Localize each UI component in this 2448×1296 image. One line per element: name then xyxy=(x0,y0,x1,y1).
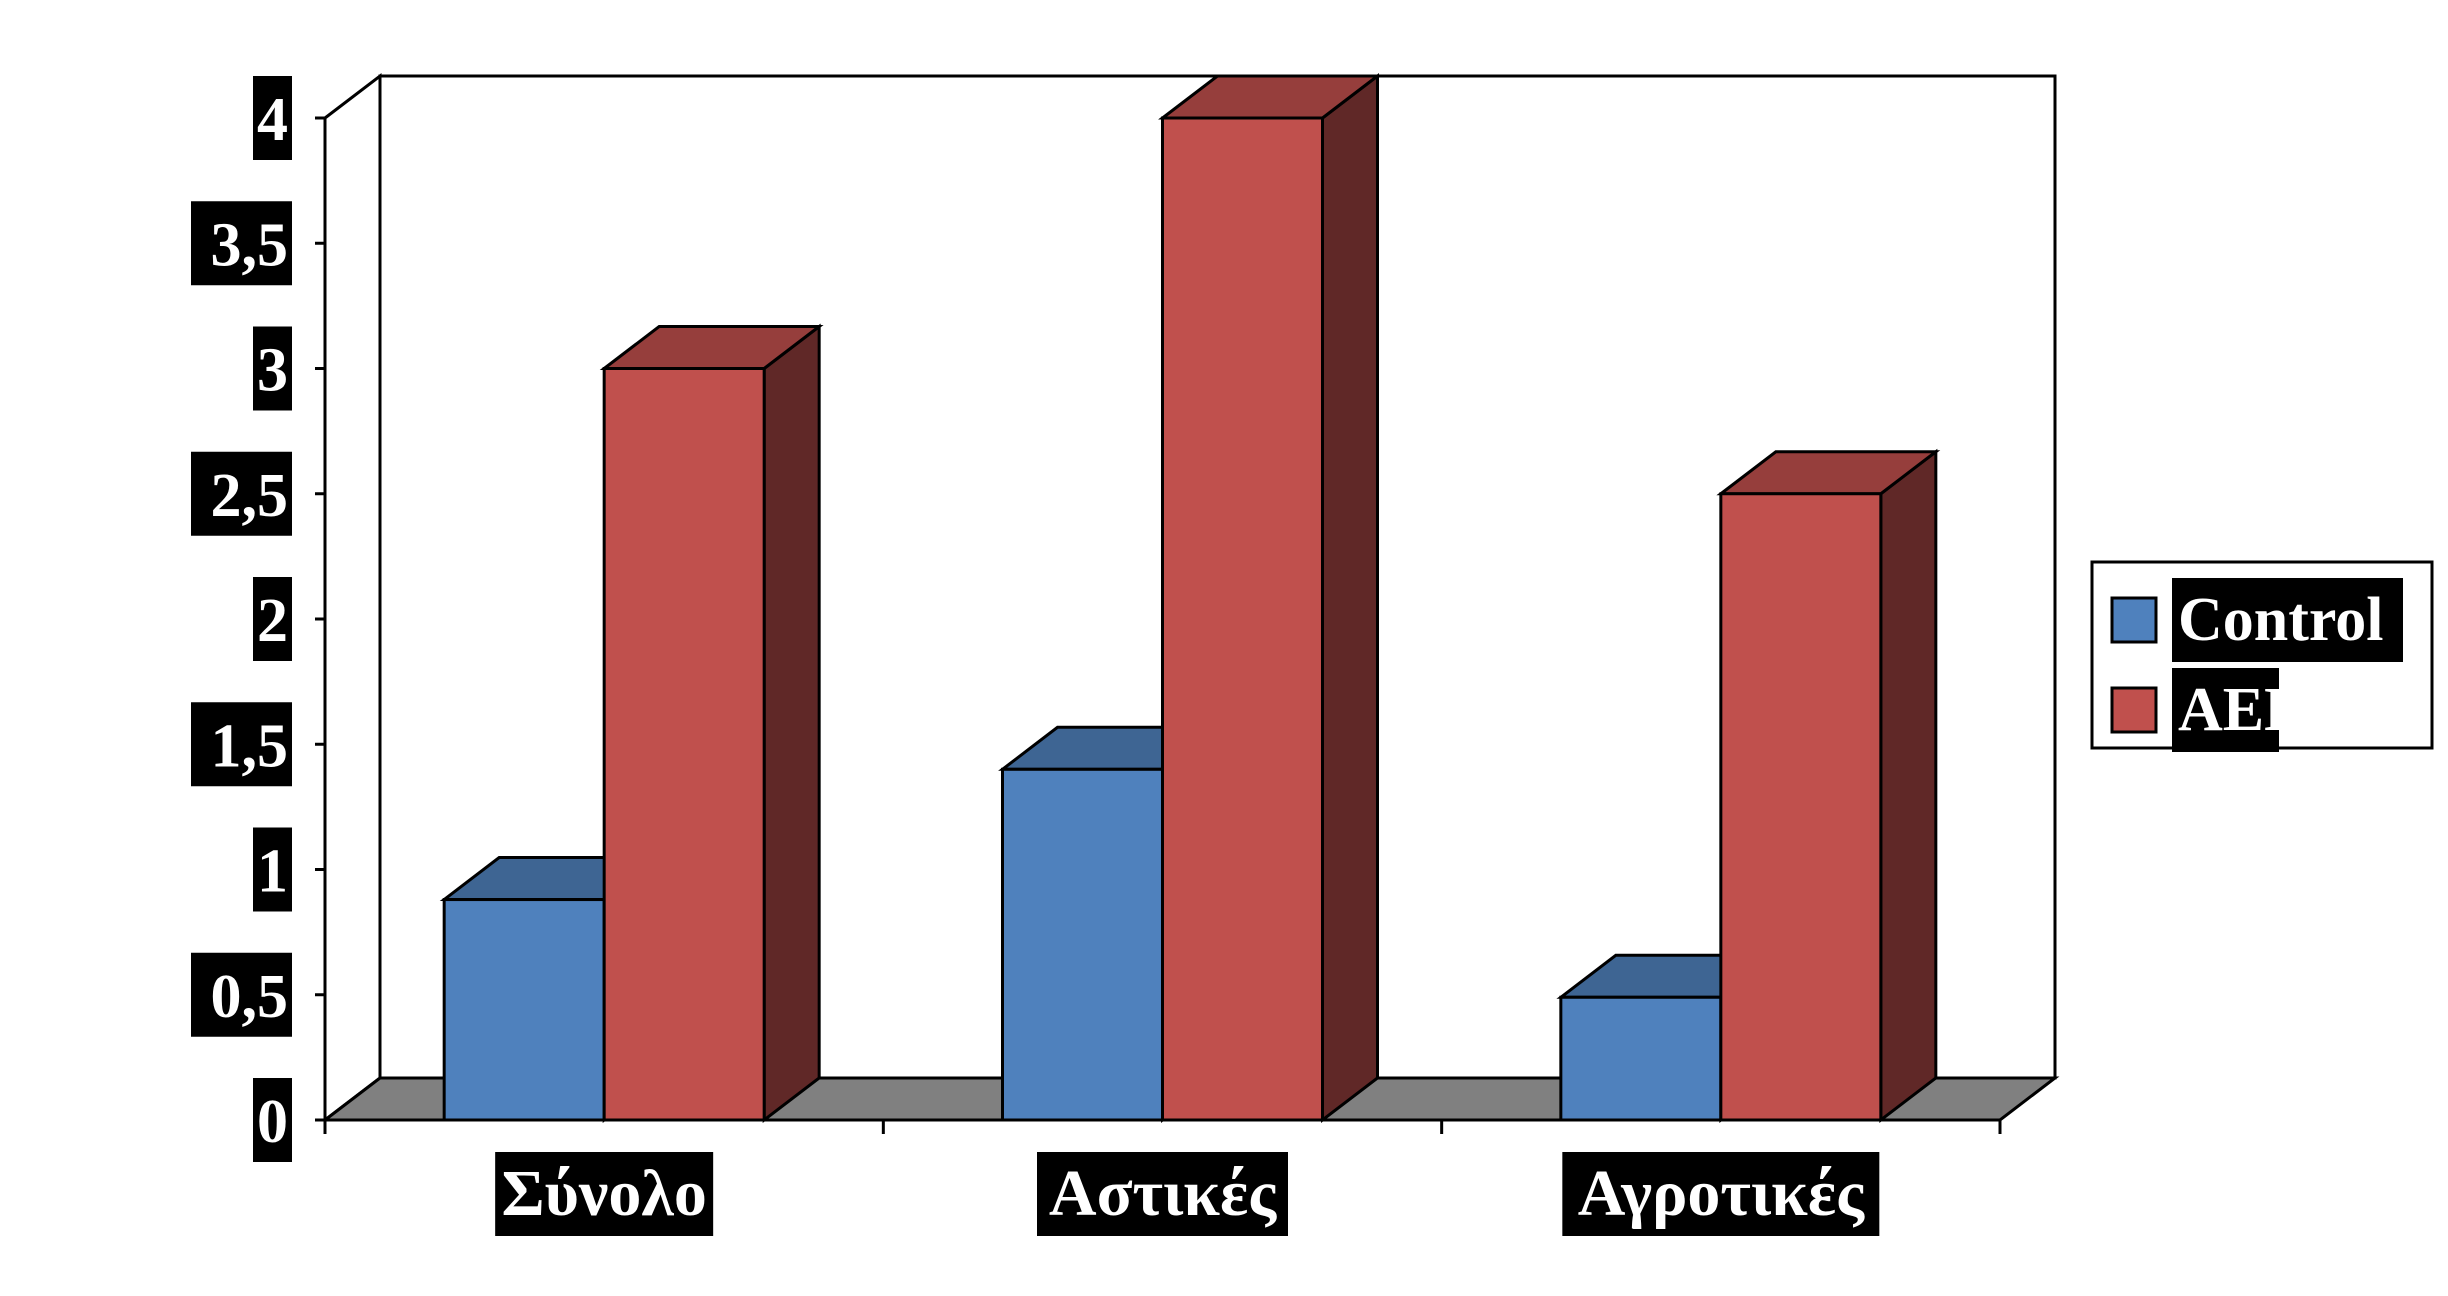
bar-front xyxy=(1719,492,1883,1122)
y-tick-label-bg xyxy=(253,577,292,661)
y-tick-label: 2 xyxy=(257,587,288,655)
x-tick-label-bg xyxy=(495,1152,714,1236)
y-tick-label: 2,5 xyxy=(211,462,289,530)
bar-side xyxy=(1321,72,1379,1124)
bar-front xyxy=(442,898,606,1122)
bar-aed-1 xyxy=(599,323,824,1124)
y-tick-label: 3,5 xyxy=(211,211,289,279)
legend-swatch xyxy=(2110,686,2158,734)
y-tick-label-bg xyxy=(253,1078,292,1162)
x-tick-label: Αστικές xyxy=(1049,1157,1277,1230)
y-tick-label-bg xyxy=(191,201,292,286)
y-tick-label-bg xyxy=(191,952,292,1037)
y-tick-label: 4 xyxy=(257,86,288,154)
y-tick-label-bg xyxy=(253,76,292,160)
y-axis-labels: 0 0,5 1 1,5 2 2,5 3 3,5 4 xyxy=(191,76,292,1162)
y-tick-label: 3 xyxy=(257,337,288,405)
bar-aed-2 xyxy=(1158,72,1382,1124)
legend-swatch xyxy=(2110,596,2158,644)
legend-label-bg xyxy=(2172,578,2403,662)
legend-label-bg xyxy=(2172,668,2279,752)
x-tick-label: Αγροτικές xyxy=(1578,1157,1865,1230)
legend-label: AED xyxy=(2178,676,2309,744)
bar-side xyxy=(762,323,821,1124)
y-tick-label: 0 xyxy=(257,1088,288,1156)
x-axis-labels: Σύνολο Αστικές Αγροτικές xyxy=(495,1152,1880,1236)
y-tick-label-bg xyxy=(191,451,292,536)
x-tick-label: Σύνολο xyxy=(502,1157,707,1230)
y-tick-label: 0,5 xyxy=(211,963,289,1031)
y-tick-label-bg xyxy=(253,326,292,411)
chart-bars xyxy=(439,72,1941,1124)
bar-aed-3 xyxy=(1716,448,1941,1124)
legend-label: Control xyxy=(2178,586,2384,654)
bar-front xyxy=(602,367,766,1122)
bar-front xyxy=(1161,116,1324,1122)
side-wall xyxy=(323,72,382,1124)
y-tick-label-bg xyxy=(191,702,292,787)
y-tick-label-bg xyxy=(253,827,292,912)
y-tick-label: 1 xyxy=(257,838,288,906)
x-tick-label-bg xyxy=(1562,1152,1880,1236)
x-tick-label-bg xyxy=(1037,1152,1288,1236)
bar-side xyxy=(1879,448,1938,1124)
legend: Control AED xyxy=(2090,560,2434,752)
bar-front xyxy=(1559,995,1723,1122)
y-tick-label: 1,5 xyxy=(211,712,289,780)
bar-front xyxy=(1001,767,1164,1122)
